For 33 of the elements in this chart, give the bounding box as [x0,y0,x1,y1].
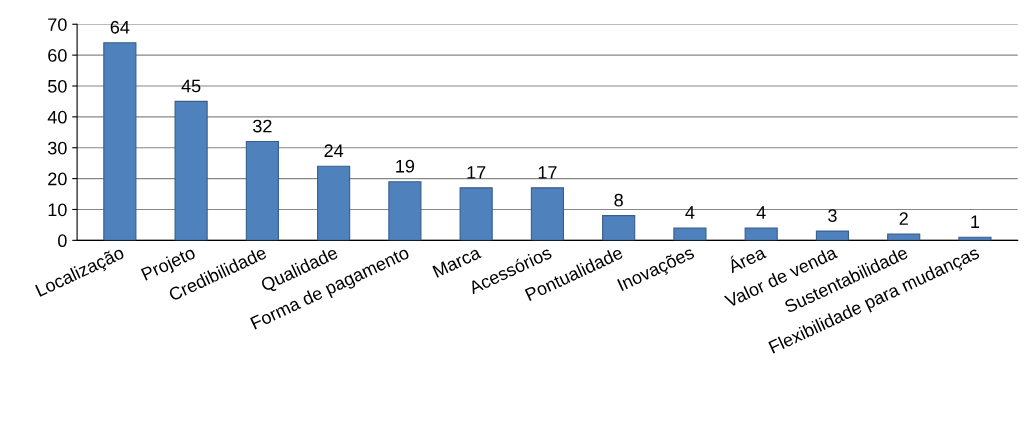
data-label: 19 [396,159,415,173]
data-label: 24 [324,144,344,157]
data-label: 17 [467,166,486,179]
bar [815,230,850,241]
y-tick-label: 50 [48,79,67,93]
bar [388,181,422,241]
y-tick-label: 10 [48,203,67,217]
data-label: 3 [828,209,837,222]
data-label: 64 [110,20,130,34]
data-label: 4 [685,206,695,219]
y-tick-label: 40 [47,110,67,124]
data-label: 45 [181,79,201,93]
y-tick-label: 0 [58,234,67,248]
data-label: 4 [756,206,766,219]
bar [602,215,636,241]
bar [673,227,707,241]
data-label: 17 [538,166,557,179]
x-tick-label: Área [725,242,767,274]
y-tick-label: 60 [48,49,67,62]
bar [103,42,137,241]
bar [245,141,279,241]
y-tick-label: 30 [47,141,67,155]
data-label: 8 [614,193,623,207]
bar [744,227,778,241]
bar [459,187,493,241]
data-label: 32 [253,119,272,133]
y-tick-label: 20 [48,172,67,186]
bar [317,165,351,241]
bar [174,100,208,241]
data-label: 2 [899,212,908,225]
data-label: 1 [971,215,980,228]
bar [530,187,564,241]
y-tick-label: 70 [48,18,67,31]
